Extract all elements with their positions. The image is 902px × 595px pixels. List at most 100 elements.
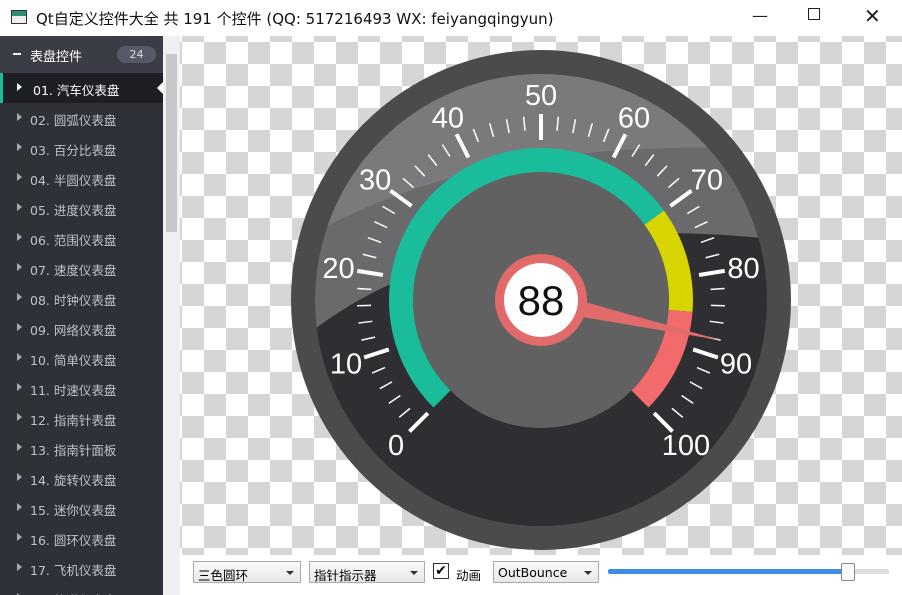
nav-label: 10. 简单仪表盘: [30, 353, 117, 368]
minor-tick: [362, 253, 377, 259]
nav-item[interactable]: 05. 进度仪表盘: [0, 193, 163, 223]
nav-item[interactable]: 14. 旋转仪表盘: [0, 463, 163, 493]
nav-label: 12. 指南针表盘: [30, 413, 117, 428]
nav-label: 07. 速度仪表盘: [30, 263, 117, 278]
minor-tick: [710, 287, 725, 291]
slider-handle[interactable]: [841, 563, 855, 581]
minor-tick: [361, 336, 376, 341]
minor-tick: [671, 407, 684, 418]
nav-item[interactable]: 18. 轨道仪表盘: [0, 583, 163, 595]
arrow: [17, 143, 22, 151]
nav-label: 01. 汽车仪表盘: [33, 83, 120, 98]
nav-item[interactable]: 17. 飞机仪表盘: [0, 553, 163, 583]
nav-item[interactable]: 09. 网络仪表盘: [0, 313, 163, 343]
minor-tick: [382, 205, 396, 215]
major-tick: [698, 268, 726, 277]
pointer-style-combo[interactable]: 指针指示器: [309, 561, 425, 583]
minor-tick: [388, 394, 401, 405]
arrow: [17, 323, 22, 331]
tick-label: 60: [618, 102, 650, 134]
close-button[interactable]: ✕: [864, 4, 881, 28]
nav-item[interactable]: 12. 指南针表盘: [0, 403, 163, 433]
arrow: [17, 383, 22, 391]
arrow: [17, 233, 22, 241]
arrow: [17, 473, 22, 481]
tick-label: 70: [691, 165, 723, 197]
nav-item[interactable]: 03. 百分比表盘: [0, 133, 163, 163]
tick-label: 90: [720, 348, 752, 380]
nav-label: 11. 时速仪表盘: [30, 383, 117, 398]
major-tick: [692, 347, 719, 360]
control-bar: 三色圆环 指针指示器 ✔ 动画 OutBounce: [180, 555, 902, 595]
minor-tick: [414, 165, 426, 177]
nav-label: 08. 时钟仪表盘: [30, 293, 117, 308]
nav-label: 17. 飞机仪表盘: [30, 563, 117, 578]
nav-label: 06. 范围仪表盘: [30, 233, 117, 248]
major-tick: [356, 268, 384, 277]
group-title: 表盘控件: [30, 50, 83, 65]
major-tick: [611, 133, 628, 159]
arrow: [17, 413, 22, 421]
minor-tick: [441, 144, 451, 157]
window-title: Qt自定义控件大全 共 191 个控件 (QQ: 517216493 WX: f…: [36, 10, 554, 28]
tick-label: 0: [388, 430, 404, 462]
nav-label: 16. 圆环仪表盘: [30, 533, 117, 548]
animation-checkbox[interactable]: ✔: [433, 563, 449, 579]
nav-item[interactable]: 02. 圆弧仪表盘: [0, 103, 163, 133]
nav-item[interactable]: 11. 时速仪表盘: [0, 373, 163, 403]
nav-label: 02. 圆弧仪表盘: [30, 113, 117, 128]
minor-tick: [367, 236, 382, 244]
easing-combo[interactable]: OutBounce: [493, 561, 599, 583]
nav-item[interactable]: 04. 半圆仪表盘: [0, 163, 163, 193]
scrollbar[interactable]: [163, 36, 180, 595]
collapse-icon: [13, 53, 21, 55]
arrow: [17, 443, 22, 451]
ring-style-combo[interactable]: 三色圆环: [193, 561, 301, 583]
value-label: 88: [518, 277, 565, 324]
minor-tick: [572, 119, 577, 134]
minor-tick: [371, 366, 386, 374]
major-tick: [652, 411, 674, 433]
nav-item[interactable]: 07. 速度仪表盘: [0, 253, 163, 283]
minor-tick: [686, 205, 700, 215]
nav-label: 13. 指南针面板: [30, 443, 117, 458]
minor-tick: [522, 116, 526, 131]
arrow: [17, 203, 22, 211]
minor-tick: [700, 236, 715, 244]
minor-tick: [587, 123, 594, 137]
nav-item[interactable]: 10. 简单仪表盘: [0, 343, 163, 373]
arrow: [17, 353, 22, 361]
minor-tick: [472, 128, 480, 143]
maximize-button[interactable]: [808, 8, 820, 20]
color-range: [644, 210, 693, 312]
arrow: [17, 563, 22, 571]
arrow: [17, 503, 22, 511]
sidebar-header[interactable]: 表盘控件 24: [0, 36, 163, 73]
major-tick: [454, 133, 471, 159]
minor-tick: [602, 128, 610, 143]
title-bar: Qt自定义控件大全 共 191 个控件 (QQ: 517216493 WX: f…: [0, 0, 902, 36]
minor-tick: [358, 320, 373, 324]
nav-item[interactable]: 13. 指南针面板: [0, 433, 163, 463]
nav-item[interactable]: 01. 汽车仪表盘: [0, 73, 163, 103]
tick-label: 100: [662, 430, 710, 462]
sidebar: 表盘控件 24 01. 汽车仪表盘 02. 圆弧仪表盘 03. 百分比表盘 04. 半…: [0, 36, 163, 595]
minor-tick: [696, 366, 711, 374]
animation-label: 动画: [456, 568, 482, 583]
nav-label: 15. 迷你仪表盘: [30, 503, 117, 518]
arrow: [17, 263, 22, 271]
tick-label: 20: [322, 253, 354, 285]
nav-item[interactable]: 08. 时钟仪表盘: [0, 283, 163, 313]
minor-tick: [427, 154, 438, 167]
nav-item[interactable]: 06. 范围仪表盘: [0, 223, 163, 253]
nav-item[interactable]: 15. 迷你仪表盘: [0, 493, 163, 523]
scroll-thumb[interactable]: [166, 54, 177, 232]
slider[interactable]: [608, 563, 889, 581]
major-tick: [363, 347, 390, 360]
nav-item[interactable]: 16. 圆环仪表盘: [0, 523, 163, 553]
minor-tick: [556, 116, 560, 131]
minimize-button[interactable]: —: [752, 6, 768, 25]
minor-tick: [689, 381, 703, 390]
minor-tick: [379, 381, 393, 390]
